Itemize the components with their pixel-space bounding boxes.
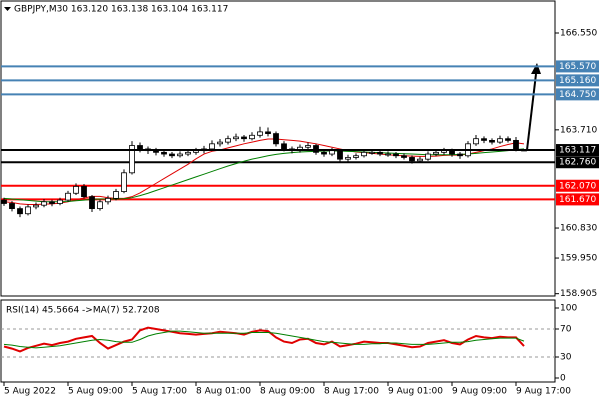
- x-tick-label: 8 Aug 01:00: [196, 387, 251, 397]
- candle-body: [49, 201, 55, 204]
- candle-body: [209, 143, 215, 150]
- candle-body: [369, 151, 375, 154]
- rsi-tick-label: 30: [560, 353, 572, 363]
- y-tick-label: 158.905: [560, 289, 597, 299]
- x-tick-label: 9 Aug 09:00: [452, 387, 507, 397]
- candle-body: [337, 150, 343, 160]
- candle-body: [233, 136, 239, 140]
- candle-body: [257, 131, 263, 136]
- candle-body: [241, 136, 247, 140]
- candle-body: [105, 197, 111, 203]
- level-label: 162.070: [559, 181, 596, 191]
- y-tick-label: 166.550: [560, 28, 597, 38]
- candle-body: [489, 140, 495, 143]
- rsi-header: RSI(14) 45.5664 ->MA(7) 52.7208: [6, 306, 160, 316]
- x-tick-label: 5 Aug 2022: [4, 387, 56, 397]
- y-tick-label: 159.950: [560, 254, 597, 264]
- y-tick-label: 160.830: [560, 224, 597, 234]
- candle-body: [281, 143, 287, 150]
- level-label: 161.670: [559, 195, 596, 205]
- candle-body: [265, 131, 271, 134]
- x-tick-label: 8 Aug 17:00: [324, 387, 379, 397]
- candle-body: [57, 199, 63, 204]
- candle-body: [97, 201, 103, 210]
- candle-body: [249, 134, 255, 140]
- candle-body: [409, 157, 415, 162]
- rsi-tick-label: 70: [560, 325, 572, 335]
- candle-body: [217, 141, 223, 145]
- candle-body: [121, 172, 127, 192]
- candle-body: [457, 153, 463, 157]
- candle-body: [473, 138, 479, 145]
- candle-body: [329, 150, 335, 155]
- candle-body: [433, 151, 439, 155]
- candle-body: [169, 153, 175, 157]
- rsi-line: [3, 330, 525, 349]
- y-tick-label: 163.710: [560, 125, 597, 135]
- candle-body: [353, 155, 359, 158]
- x-tick-label: 8 Aug 09:00: [260, 387, 315, 397]
- candle-body: [81, 186, 87, 198]
- candle-body: [185, 151, 191, 155]
- level-box: [556, 156, 599, 169]
- candle-body: [33, 204, 39, 208]
- candle-body: [321, 151, 327, 155]
- candle-body: [393, 153, 399, 157]
- candle-body: [73, 186, 79, 194]
- level-box: [556, 179, 599, 192]
- candle-body: [161, 151, 167, 155]
- candle-body: [41, 201, 47, 206]
- candle-body: [361, 151, 367, 157]
- candle-body: [17, 208, 23, 215]
- menu-icon[interactable]: [4, 7, 11, 11]
- candle-body: [1, 199, 7, 204]
- candle-body: [425, 153, 431, 160]
- x-tick-label: 9 Aug 01:00: [388, 387, 443, 397]
- symbol-header: GBPJPY,M30 163.120 163.138 163.104 163.1…: [14, 5, 228, 15]
- candle-body: [305, 145, 311, 148]
- candle-body: [25, 206, 31, 215]
- arrow-head: [531, 63, 541, 74]
- level-box: [556, 88, 599, 101]
- rsi-line: [3, 326, 525, 353]
- candle-body: [129, 145, 135, 174]
- rsi-tick-label: 100: [560, 304, 577, 314]
- level-label: 163.117: [559, 146, 596, 156]
- level-box: [556, 74, 599, 87]
- level-label: 165.570: [559, 62, 596, 72]
- candle-body: [177, 153, 183, 157]
- candle-body: [137, 145, 143, 150]
- level-box: [556, 144, 599, 157]
- level-label: 162.760: [559, 158, 596, 168]
- candle-body: [89, 196, 95, 210]
- candle-body: [505, 138, 511, 141]
- candle-body: [65, 192, 71, 201]
- candle-body: [345, 157, 351, 160]
- candle-body: [273, 133, 279, 145]
- candle-body: [417, 158, 423, 162]
- candle-body: [513, 140, 519, 151]
- candle-body: [385, 153, 391, 156]
- candle-body: [377, 151, 383, 155]
- candle-body: [497, 138, 503, 143]
- level-label: 164.750: [559, 90, 596, 100]
- level-label: 165.160: [559, 76, 596, 86]
- level-box: [556, 60, 599, 73]
- x-tick-label: 5 Aug 17:00: [132, 387, 187, 397]
- candle-body: [313, 145, 319, 153]
- level-box: [556, 193, 599, 206]
- candle-body: [449, 150, 455, 155]
- x-tick-label: 9 Aug 17:00: [516, 387, 571, 397]
- candle-body: [113, 191, 119, 199]
- rsi-frame: [0, 299, 556, 383]
- x-tick-label: 5 Aug 09:00: [68, 387, 123, 397]
- candle-body: [401, 155, 407, 158]
- candle-body: [481, 138, 487, 141]
- rsi-tick-label: 0: [560, 374, 566, 384]
- projection-arrow: [526, 73, 537, 151]
- main-frame: [0, 0, 556, 297]
- candle-body: [225, 138, 231, 143]
- candle-body: [9, 203, 15, 210]
